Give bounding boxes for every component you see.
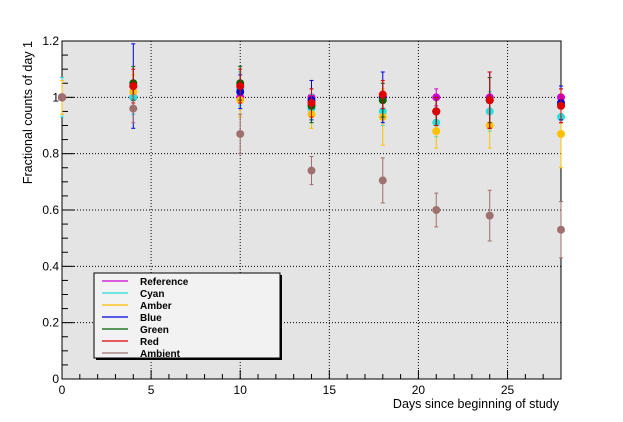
data-point (557, 225, 565, 234)
data-point (557, 101, 565, 110)
legend-box (93, 272, 281, 359)
y-axis-title: Fractional counts of day 1 (21, 41, 35, 184)
y-tick-label: 0.8 (42, 147, 59, 161)
y-tick-label: 0.6 (42, 203, 59, 217)
data-point (485, 96, 494, 105)
y-tick-label: 1 (52, 90, 59, 104)
data-point (432, 107, 441, 116)
y-tick-label: 0.2 (42, 316, 59, 330)
x-tick-label: 15 (323, 383, 337, 397)
legend-label: Green (140, 325, 169, 336)
data-point (432, 206, 441, 214)
data-point (557, 129, 565, 138)
y-tick-label: 0 (52, 372, 59, 386)
x-axis-title: Days since beginning of study (393, 397, 560, 411)
data-point (129, 82, 138, 91)
x-tick-label: 0 (59, 383, 66, 397)
data-point (129, 104, 138, 113)
series-ambient (58, 93, 565, 259)
data-point (432, 127, 441, 136)
axes: 0 5 10 15 20 25 0 0.2 0.4 0.6 0.8 1 1.2 (42, 34, 562, 397)
legend-label: Reference (140, 277, 189, 288)
x-tick-label: 10 (234, 383, 248, 397)
data-point (58, 93, 66, 102)
legend-label: Cyan (140, 289, 164, 300)
x-tick-label: 20 (412, 383, 426, 397)
data-point (307, 98, 316, 107)
legend-label: Ambient (140, 349, 181, 360)
legend-label: Amber (140, 301, 172, 312)
legend-label: Red (140, 337, 159, 348)
data-point (485, 211, 494, 220)
data-point (236, 129, 245, 138)
data-point (236, 82, 245, 91)
y-tick-label: 0.4 (42, 259, 59, 273)
series-layer (58, 43, 565, 259)
legend-label: Blue (140, 313, 162, 324)
data-point (378, 90, 387, 99)
x-tick-label: 25 (501, 383, 515, 397)
data-point (378, 176, 387, 185)
y-tick-label: 1.2 (42, 34, 59, 48)
x-tick-label: 5 (148, 383, 155, 397)
data-point (307, 166, 316, 175)
